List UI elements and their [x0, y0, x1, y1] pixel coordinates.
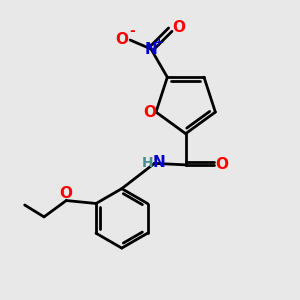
Text: -: -	[130, 23, 135, 38]
Text: O: O	[172, 20, 185, 35]
Text: O: O	[143, 105, 156, 120]
Text: O: O	[216, 158, 229, 172]
Text: O: O	[115, 32, 128, 47]
Text: H: H	[141, 156, 153, 170]
Text: N: N	[145, 42, 158, 57]
Text: +: +	[154, 36, 165, 49]
Text: O: O	[59, 187, 72, 202]
Text: N: N	[152, 155, 165, 170]
